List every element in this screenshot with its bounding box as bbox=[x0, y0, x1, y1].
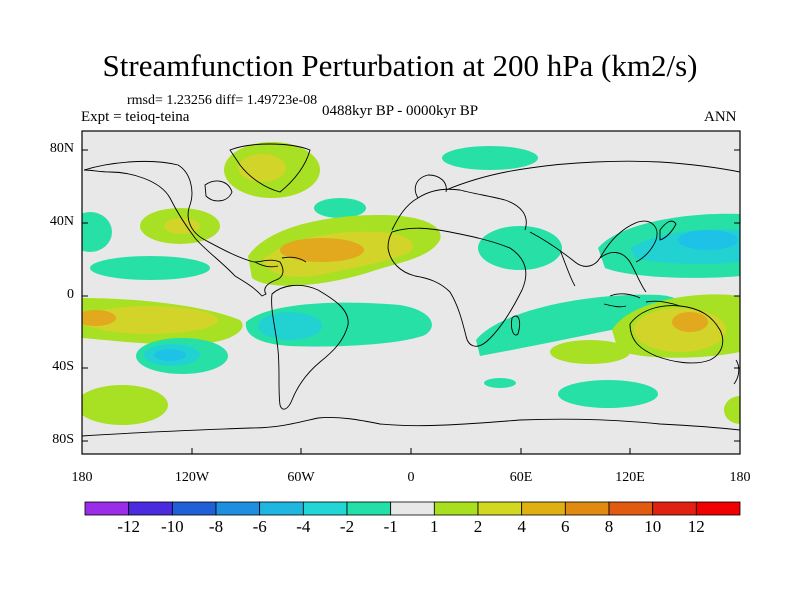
lat-label: 80N bbox=[49, 141, 74, 156]
colorbar-swatch bbox=[84, 501, 130, 516]
coastline-asia bbox=[445, 160, 740, 293]
colorbar-label: 8 bbox=[604, 517, 614, 536]
colorbar-swatch bbox=[433, 501, 479, 516]
anomaly-region bbox=[164, 218, 200, 234]
colorbar-swatch bbox=[477, 501, 523, 516]
coastline-australia bbox=[629, 305, 724, 364]
colorbar-label: 6 bbox=[561, 517, 570, 536]
coastline-north-america bbox=[83, 160, 284, 297]
experiment-label: Expt = teioq-teina bbox=[81, 109, 190, 125]
coastline-japan bbox=[659, 220, 677, 241]
lat-label: 40N bbox=[49, 214, 74, 229]
lon-label: 180 bbox=[729, 470, 751, 485]
lat-label: 40S bbox=[52, 359, 74, 374]
colorbar-label: 1 bbox=[430, 517, 439, 536]
axis-ticks bbox=[81, 149, 741, 454]
coastlines bbox=[82, 143, 740, 437]
anomaly-region bbox=[476, 294, 683, 356]
season-label: ANN bbox=[704, 109, 737, 125]
colorbar-label: -12 bbox=[117, 517, 141, 536]
colorbar-swatch bbox=[390, 501, 435, 516]
anomaly-region bbox=[90, 256, 210, 280]
colorbar-label: 10 bbox=[644, 517, 662, 536]
anomaly-region bbox=[724, 396, 740, 424]
anomaly-region bbox=[484, 378, 516, 388]
anomaly-region bbox=[442, 146, 538, 170]
stats-line: rmsd= 1.23256 diff= 1.49723e-08 bbox=[127, 93, 318, 108]
anomaly-region bbox=[154, 349, 186, 361]
lon-label: 0 bbox=[407, 470, 415, 485]
map-background bbox=[82, 131, 740, 454]
colorbar-label: 4 bbox=[517, 517, 526, 536]
anomaly-region bbox=[238, 154, 286, 182]
anomaly-region bbox=[258, 312, 322, 340]
anomaly-region bbox=[82, 212, 112, 252]
colorbar-label: -1 bbox=[383, 517, 398, 536]
anomaly-region bbox=[558, 380, 658, 408]
colorbar-swatch bbox=[171, 501, 217, 516]
anomaly-region bbox=[82, 310, 116, 326]
colorbar-swatch bbox=[302, 501, 348, 516]
anomaly-region bbox=[550, 340, 630, 364]
coastline-greenland bbox=[229, 143, 311, 193]
coastline-africa bbox=[387, 227, 527, 347]
contour-fields bbox=[82, 142, 740, 425]
colorbar bbox=[84, 501, 741, 516]
lon-label: 60W bbox=[287, 470, 315, 485]
lon-label: 120W bbox=[174, 470, 210, 485]
lon-label: 120E bbox=[615, 470, 645, 485]
period-label: 0488kyr BP - 0000kyr BP bbox=[322, 103, 479, 119]
coastline-antarctica bbox=[82, 417, 740, 437]
colorbar-swatch bbox=[346, 501, 392, 516]
anomaly-region bbox=[478, 226, 562, 270]
colorbar-swatch bbox=[521, 501, 566, 516]
colorbar-label: 12 bbox=[687, 517, 705, 536]
coastline-new-zealand bbox=[733, 359, 740, 385]
colorbar-swatch bbox=[564, 501, 610, 516]
coastline-europe bbox=[391, 174, 527, 231]
lon-label: 60E bbox=[509, 470, 533, 485]
colorbar-label: -6 bbox=[252, 517, 267, 536]
anomaly-region bbox=[82, 385, 168, 425]
coastline-madagascar bbox=[511, 315, 521, 336]
anomaly-region bbox=[82, 306, 218, 334]
coastline-indonesia bbox=[603, 293, 681, 308]
lon-label: 180 bbox=[71, 470, 93, 485]
coastline-south-america bbox=[271, 284, 349, 410]
colorbar-swatch bbox=[215, 501, 261, 516]
colorbar-swatch bbox=[695, 501, 741, 516]
lat-label: 0 bbox=[67, 287, 74, 302]
colorbar-label: -10 bbox=[160, 517, 184, 536]
colorbar-swatch bbox=[608, 501, 654, 516]
lat-label: 80S bbox=[52, 432, 74, 447]
anomaly-region bbox=[280, 238, 364, 262]
coastline-caribbean bbox=[254, 256, 307, 268]
coastline-hudson bbox=[204, 180, 233, 202]
anomaly-region bbox=[314, 198, 366, 218]
colorbar-label: -2 bbox=[339, 517, 355, 536]
anomaly-region bbox=[672, 312, 708, 332]
map-title: Streamfunction Perturbation at 200 hPa (… bbox=[102, 48, 698, 83]
anomaly-region bbox=[678, 230, 738, 250]
colorbar-label: -4 bbox=[296, 517, 311, 536]
colorbar-label: 2 bbox=[473, 517, 483, 536]
colorbar-label: -8 bbox=[208, 517, 224, 536]
colorbar-swatch bbox=[259, 501, 304, 516]
colorbar-swatch bbox=[652, 501, 697, 516]
colorbar-swatch bbox=[128, 501, 173, 516]
